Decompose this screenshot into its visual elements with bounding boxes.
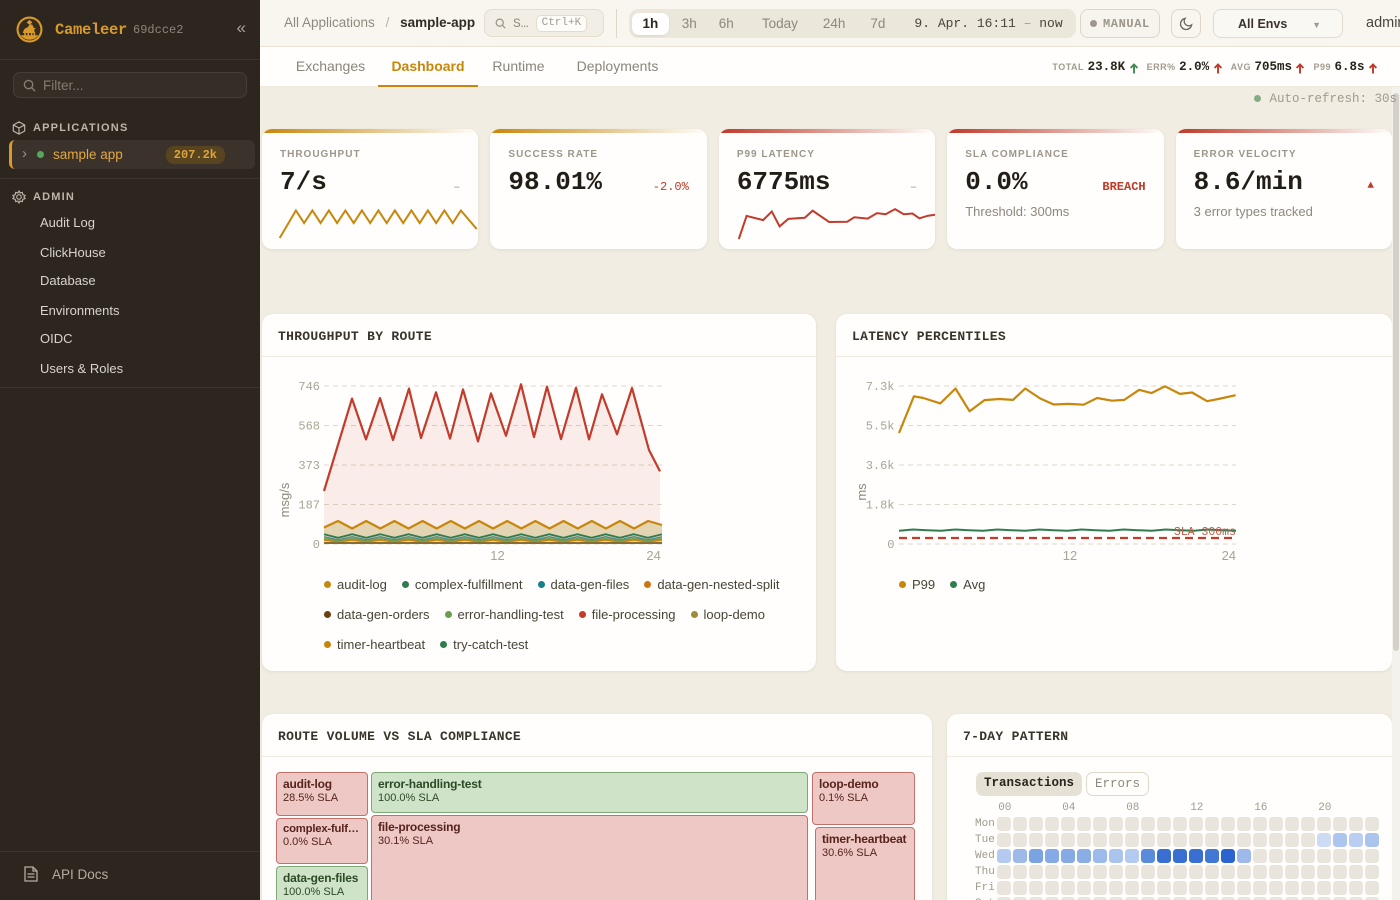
svg-text:373: 373 [298,459,320,473]
svg-text:12: 12 [1063,548,1077,563]
svg-text:SLA 300ms: SLA 300ms [1174,526,1236,539]
svg-text:ms: ms [854,483,869,501]
svg-text:3.6k: 3.6k [866,459,895,473]
svg-text:24: 24 [1222,548,1236,563]
svg-text:1.8k: 1.8k [866,499,895,513]
svg-text:187: 187 [298,499,320,513]
svg-text:7.3k: 7.3k [866,380,895,394]
svg-text:24: 24 [646,548,660,563]
svg-text:12: 12 [490,548,504,563]
svg-text:568: 568 [298,420,320,434]
svg-text:5.5k: 5.5k [866,420,895,434]
svg-text:msg/s: msg/s [277,482,292,517]
svg-text:0: 0 [313,538,320,552]
svg-text:746: 746 [298,380,320,394]
svg-text:0: 0 [887,538,894,552]
